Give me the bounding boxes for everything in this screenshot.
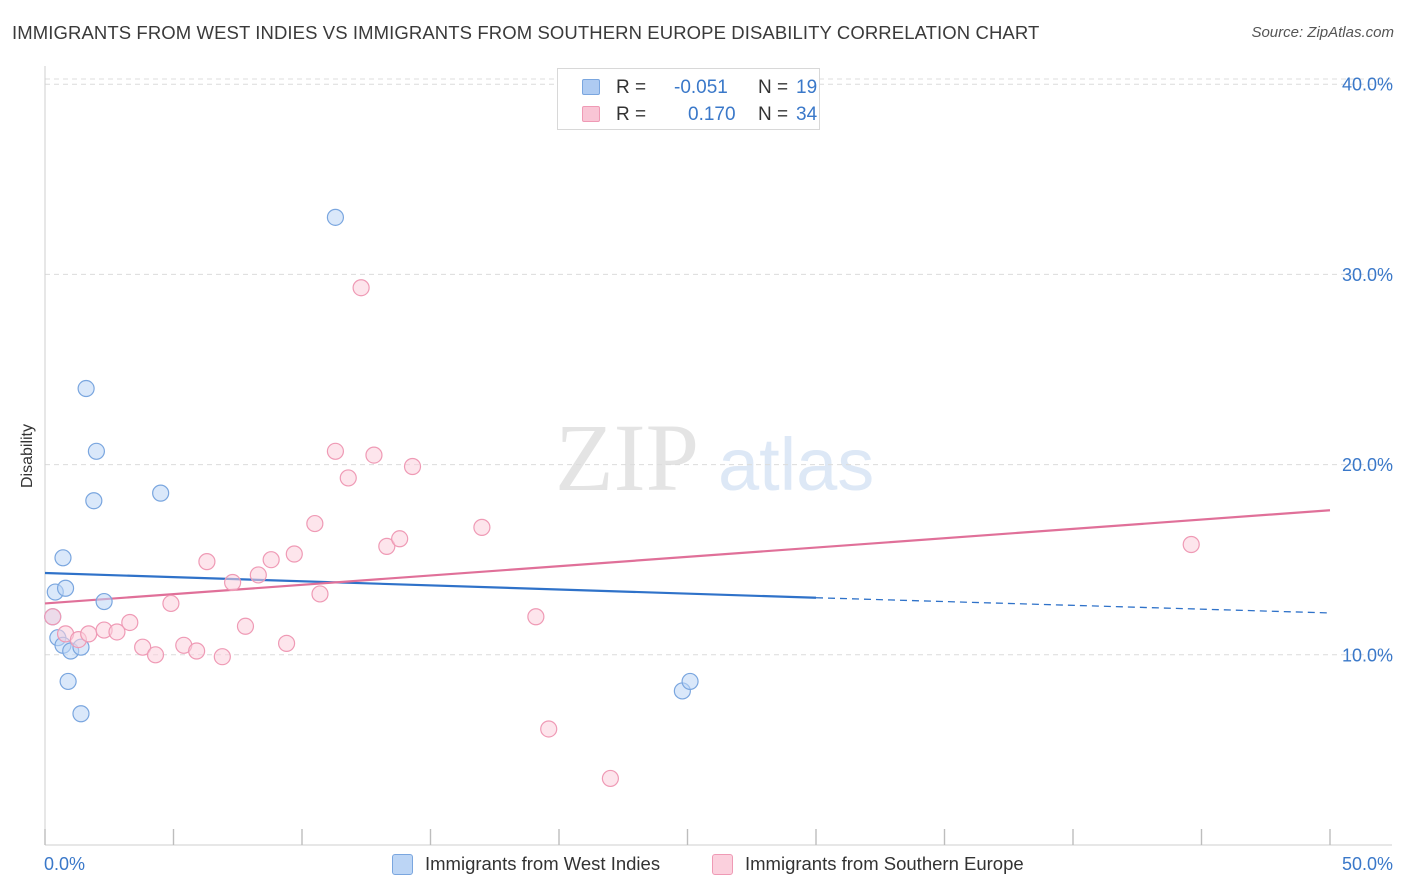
data-point <box>54 549 72 567</box>
data-point <box>146 646 165 664</box>
correlation-stats-box: R = -0.051 N = 19 R = 0.170 N = 34 <box>557 68 820 130</box>
n-label: N = <box>758 104 789 125</box>
data-point <box>277 634 296 652</box>
y-axis-label: Disability <box>19 423 36 489</box>
data-point <box>378 537 396 555</box>
series-southern-europe <box>44 279 1200 788</box>
x-tick-label: 50.0% <box>1342 854 1393 874</box>
r-label: R = <box>616 104 647 125</box>
data-point <box>162 594 180 613</box>
trend-line-west-indies <box>44 571 817 599</box>
data-point <box>134 638 152 656</box>
watermark: ZIP atlas <box>555 404 874 511</box>
trend-line-west-indies-extension <box>815 597 1331 614</box>
tick-labels: 10.0% 20.0% 30.0% 40.0% 0.0% 50.0% <box>44 75 1393 874</box>
legend-label: Immigrants from West Indies <box>425 853 661 874</box>
data-point <box>365 446 383 464</box>
data-point <box>72 705 90 723</box>
data-point <box>80 625 98 643</box>
r-value: -0.051 <box>674 77 728 98</box>
data-point <box>311 585 329 603</box>
data-points <box>44 208 1200 788</box>
data-point <box>681 672 699 691</box>
watermark-zip: ZIP <box>555 404 699 511</box>
data-point <box>326 442 345 460</box>
data-point <box>262 551 280 569</box>
data-point <box>527 608 545 626</box>
data-point <box>108 623 126 641</box>
chart-title: IMMIGRANTS FROM WEST INDIES VS IMMIGRANT… <box>12 22 1040 43</box>
stats-swatch-southern-europe <box>582 106 600 122</box>
data-point <box>249 566 267 584</box>
y-tick-label: 40.0% <box>1342 75 1393 95</box>
data-point <box>44 608 62 626</box>
data-point <box>95 592 113 611</box>
r-label: R = <box>616 77 647 98</box>
n-value: 19 <box>796 77 818 98</box>
y-tick-label: 30.0% <box>1342 265 1393 285</box>
data-point <box>473 518 491 536</box>
y-tick-label: 10.0% <box>1342 645 1393 665</box>
source-credit: Source: ZipAtlas.com <box>1251 24 1394 41</box>
data-point <box>1182 535 1200 554</box>
legend-label: Immigrants from Southern Europe <box>745 853 1024 874</box>
data-point <box>285 545 303 563</box>
data-point <box>236 617 255 635</box>
x-tick-label: 0.0% <box>44 854 85 874</box>
data-point <box>85 492 103 510</box>
n-value: 34 <box>796 104 818 125</box>
r-value: 0.170 <box>688 104 736 125</box>
data-point <box>121 613 139 632</box>
data-point <box>326 208 345 226</box>
data-point <box>352 279 370 297</box>
trend-lines <box>44 509 1331 614</box>
data-point <box>601 769 620 788</box>
y-tick-label: 20.0% <box>1342 455 1393 475</box>
data-point <box>198 553 216 571</box>
n-label: N = <box>758 77 789 98</box>
data-point <box>540 720 558 738</box>
data-point <box>403 457 422 476</box>
stats-swatch-west-indies <box>582 79 600 95</box>
data-point <box>339 469 357 487</box>
data-point <box>213 648 231 666</box>
data-point <box>87 442 106 460</box>
data-point <box>56 579 75 597</box>
data-point <box>188 642 206 660</box>
data-point <box>224 573 242 592</box>
data-point <box>391 530 409 548</box>
grid-lines <box>45 78 1392 656</box>
data-point <box>152 484 170 502</box>
legend-swatch-southern-europe <box>712 854 733 875</box>
data-point <box>59 672 77 691</box>
legend-swatch-west-indies <box>392 854 413 875</box>
data-point <box>306 514 324 533</box>
trend-line-southern-europe <box>44 509 1331 605</box>
axes <box>44 66 1392 846</box>
data-point <box>77 379 95 398</box>
